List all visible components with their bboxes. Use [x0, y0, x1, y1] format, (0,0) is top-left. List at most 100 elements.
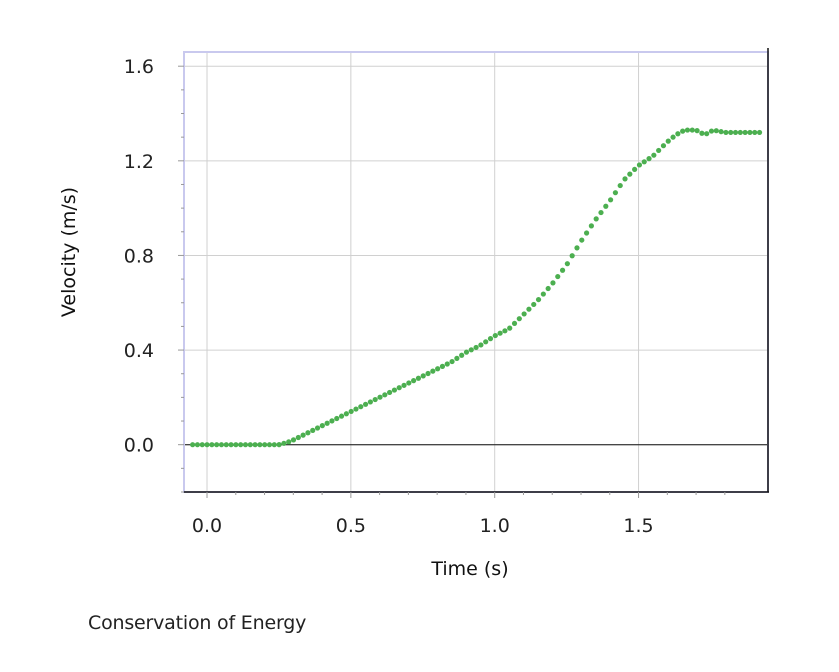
data-point	[252, 442, 258, 448]
data-point	[752, 129, 758, 136]
data-point	[680, 128, 686, 134]
data-point	[358, 404, 364, 410]
data-point	[670, 134, 676, 140]
tick-labels: 0.0 0.5 1.0 1.5 1.6 1.2 0.8 0.4 0.0	[124, 56, 654, 537]
data-point	[588, 223, 594, 229]
data-point	[723, 129, 729, 136]
data-point	[266, 442, 273, 448]
data-point	[583, 230, 590, 236]
data-point	[483, 339, 489, 345]
data-point	[228, 442, 234, 448]
x-tick-label: 1.5	[623, 515, 653, 537]
data-point	[435, 366, 441, 372]
data-point	[300, 432, 306, 438]
data-point	[704, 131, 710, 137]
data-point	[559, 267, 566, 273]
data-point	[391, 387, 398, 393]
data-point	[319, 423, 325, 429]
data-point	[627, 171, 633, 177]
data-point	[579, 237, 585, 243]
data-point	[656, 147, 662, 154]
data-point	[574, 245, 580, 251]
data-point	[444, 361, 450, 367]
data-point	[362, 401, 369, 407]
data-point	[271, 442, 277, 448]
data-point	[353, 406, 359, 412]
data-point	[540, 291, 546, 297]
data-point	[401, 382, 407, 388]
data-point	[473, 344, 479, 351]
data-point	[747, 129, 753, 136]
data-point	[699, 130, 705, 136]
data-point	[190, 442, 196, 448]
data-point	[420, 373, 426, 379]
data-point	[276, 442, 282, 448]
data-point	[555, 273, 561, 280]
data-point	[439, 363, 446, 369]
x-axis-title: Time (s)	[430, 558, 508, 580]
data-point	[329, 418, 335, 424]
data-point	[564, 261, 570, 267]
data-point	[305, 430, 311, 436]
data-point	[247, 442, 253, 448]
x-tick-label: 0.5	[336, 515, 366, 537]
data-point	[257, 442, 263, 448]
data-point	[406, 380, 412, 386]
data-point	[411, 377, 417, 384]
data-point	[728, 129, 734, 136]
data-point	[454, 355, 460, 361]
data-point	[603, 203, 609, 209]
data-point	[507, 325, 513, 331]
data-point	[430, 368, 436, 374]
data-point	[396, 385, 402, 391]
data-point	[651, 152, 657, 158]
data-point	[415, 375, 422, 381]
data-point	[632, 166, 638, 173]
data-point	[487, 336, 494, 342]
data-point	[372, 396, 378, 403]
data-point	[545, 285, 551, 292]
data-point	[314, 425, 321, 431]
data-point	[608, 197, 614, 203]
data-point	[367, 399, 373, 405]
data-point	[238, 442, 244, 448]
y-tick-label: 0.4	[124, 340, 154, 362]
data-point	[646, 156, 652, 162]
grid-lines	[184, 52, 768, 492]
data-points	[190, 127, 763, 448]
data-point	[262, 442, 268, 448]
data-point	[742, 129, 748, 136]
data-point	[622, 176, 628, 182]
data-point	[660, 143, 667, 149]
data-point	[310, 427, 316, 433]
chart-caption: Conservation of Energy	[88, 612, 307, 634]
data-point	[521, 311, 527, 317]
data-point	[593, 216, 599, 222]
data-point	[550, 280, 556, 286]
data-point	[689, 127, 695, 133]
data-point	[612, 190, 619, 196]
data-point	[290, 437, 297, 443]
data-point	[598, 209, 604, 216]
y-tick-label: 1.6	[124, 56, 154, 78]
data-point	[502, 328, 508, 334]
data-point	[194, 442, 201, 448]
data-point	[636, 162, 643, 168]
y-tick-label: 0.0	[124, 435, 154, 457]
data-point	[449, 358, 455, 365]
data-point	[324, 420, 330, 426]
data-point	[718, 129, 724, 135]
data-point	[665, 138, 671, 144]
data-point	[617, 182, 623, 189]
data-point	[209, 442, 215, 448]
data-point	[684, 127, 691, 133]
data-point	[334, 415, 340, 422]
data-point	[708, 128, 715, 134]
data-point	[713, 128, 719, 134]
data-point	[425, 370, 431, 377]
data-point	[242, 442, 249, 448]
data-point	[223, 442, 229, 448]
data-point	[459, 352, 465, 358]
data-point	[732, 129, 739, 136]
